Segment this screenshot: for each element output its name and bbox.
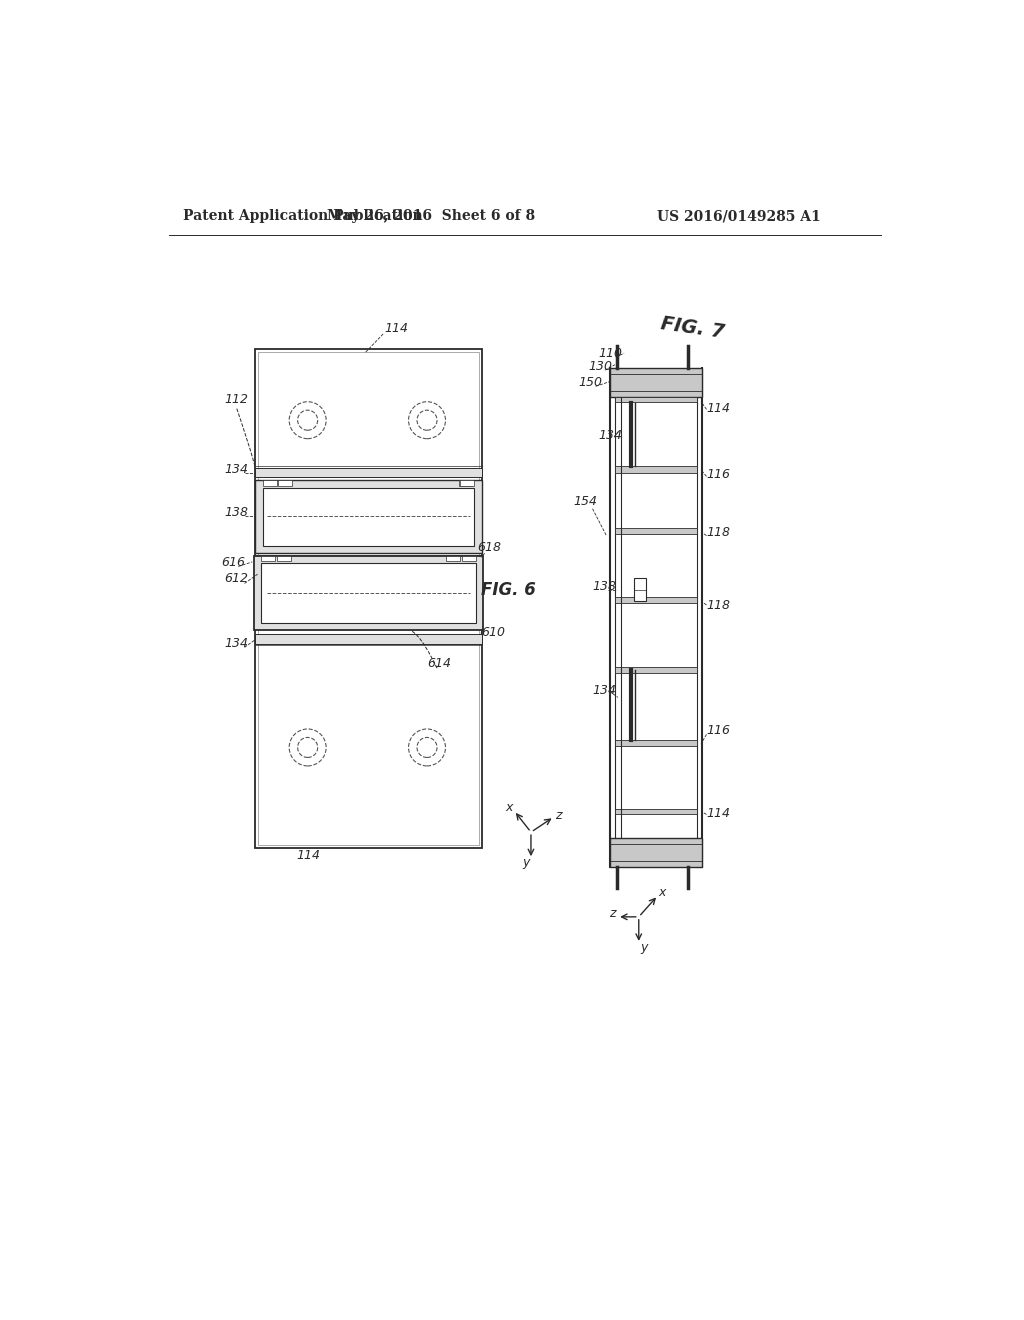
- Bar: [614, 397, 696, 403]
- Text: 138: 138: [224, 507, 249, 520]
- Text: 116: 116: [707, 469, 730, 480]
- Text: x: x: [506, 801, 513, 814]
- Bar: [614, 667, 696, 673]
- Text: 134: 134: [593, 684, 616, 697]
- Text: 612: 612: [224, 572, 249, 585]
- Text: 116: 116: [707, 725, 730, 738]
- Bar: [263, 480, 276, 486]
- Text: 114: 114: [707, 807, 730, 820]
- Text: 114: 114: [296, 849, 321, 862]
- Bar: [255, 635, 481, 644]
- Text: 150: 150: [579, 376, 603, 389]
- Text: 134: 134: [224, 462, 249, 475]
- Bar: [258, 351, 479, 845]
- Text: 154: 154: [573, 495, 597, 508]
- Bar: [254, 556, 483, 631]
- Bar: [261, 556, 275, 561]
- Text: FIG. 7: FIG. 7: [659, 314, 726, 342]
- Bar: [614, 597, 696, 603]
- Bar: [255, 350, 481, 847]
- Bar: [446, 556, 460, 561]
- Text: US 2016/0149285 A1: US 2016/0149285 A1: [657, 209, 820, 223]
- Text: 610: 610: [481, 626, 505, 639]
- Text: 614: 614: [427, 656, 451, 669]
- Bar: [614, 739, 696, 746]
- Bar: [276, 556, 291, 561]
- Text: 138: 138: [593, 579, 616, 593]
- Text: 130: 130: [588, 360, 612, 374]
- Text: 134: 134: [599, 429, 623, 442]
- Text: 618: 618: [477, 541, 501, 554]
- Bar: [634, 578, 646, 601]
- Bar: [261, 564, 475, 623]
- Bar: [609, 368, 701, 397]
- Text: z: z: [609, 907, 615, 920]
- Bar: [614, 809, 696, 814]
- Text: 134: 134: [224, 638, 249, 651]
- Bar: [609, 838, 701, 867]
- Bar: [263, 488, 474, 545]
- Bar: [462, 556, 475, 561]
- Bar: [255, 469, 481, 478]
- Bar: [614, 466, 696, 473]
- Text: May 26, 2016  Sheet 6 of 8: May 26, 2016 Sheet 6 of 8: [327, 209, 535, 223]
- Text: 616: 616: [221, 557, 246, 569]
- Text: y: y: [522, 857, 529, 870]
- Bar: [255, 480, 481, 553]
- Text: z: z: [555, 809, 561, 822]
- Text: x: x: [658, 886, 666, 899]
- Bar: [614, 528, 696, 535]
- Text: y: y: [640, 941, 648, 954]
- Text: 118: 118: [707, 525, 730, 539]
- Text: FIG. 6: FIG. 6: [481, 581, 536, 598]
- Text: 118: 118: [707, 599, 730, 612]
- Bar: [279, 480, 292, 486]
- Text: 110: 110: [599, 347, 623, 360]
- Text: 112: 112: [224, 393, 249, 407]
- Text: 114: 114: [385, 322, 409, 335]
- Bar: [459, 480, 472, 486]
- Bar: [460, 480, 474, 486]
- Text: 114: 114: [707, 403, 730, 416]
- Text: Patent Application Publication: Patent Application Publication: [183, 209, 423, 223]
